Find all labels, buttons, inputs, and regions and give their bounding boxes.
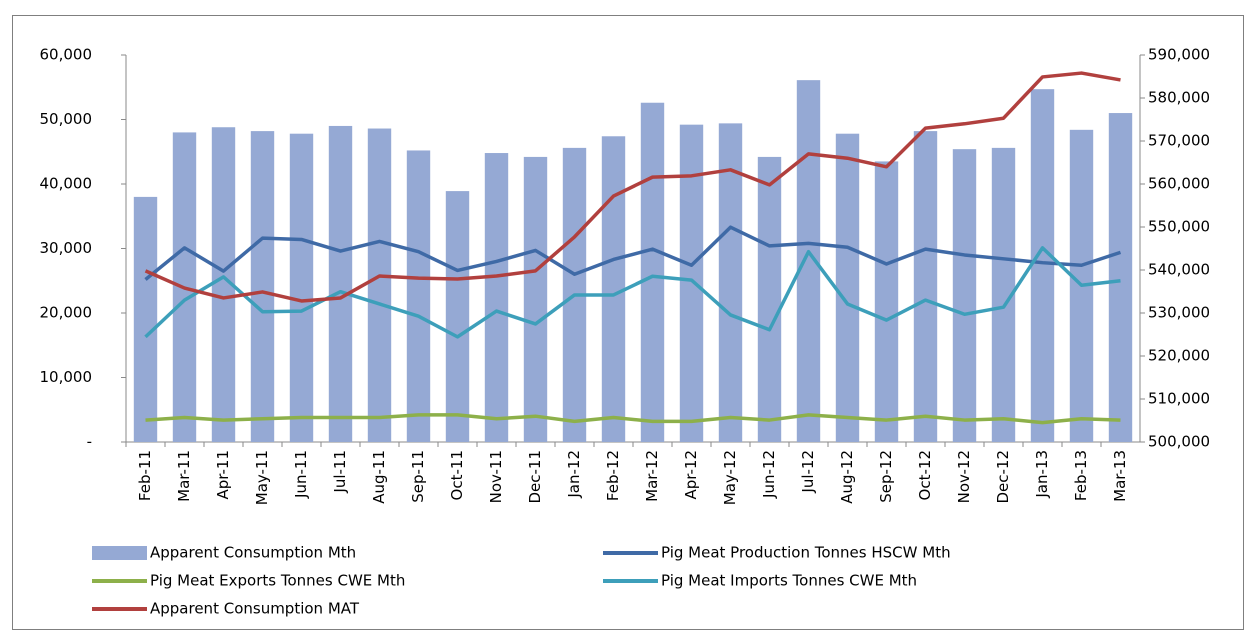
y-tick-label: 40,000 (40, 175, 93, 193)
x-tick-label: Oct-12 (916, 450, 934, 500)
y-tick-label: 30,000 (40, 239, 93, 257)
legend-label: Apparent Consumption Mth (150, 544, 356, 562)
series-line (145, 413, 1121, 425)
y-tick-label: 60,000 (40, 46, 93, 64)
bar (250, 131, 275, 443)
bar (835, 133, 860, 442)
y2-tick-label: 550,000 (1148, 218, 1210, 236)
y2-tick-label: 530,000 (1148, 304, 1210, 322)
y2-tick-label: 500,000 (1148, 433, 1210, 451)
x-tick-label: Sep-12 (877, 450, 895, 503)
x-tick-label: Mar-11 (175, 450, 193, 502)
x-tick-label: Oct-11 (448, 450, 466, 500)
x-tick-label: Jul-11 (331, 450, 349, 494)
y-tick-label: 10,000 (40, 368, 93, 386)
y2-tick-label: 580,000 (1148, 89, 1210, 107)
x-tick-label: Aug-11 (370, 450, 388, 504)
bar (328, 125, 353, 442)
x-tick-label: Mar-13 (1111, 450, 1129, 502)
x-tick-label: Jun-11 (292, 450, 310, 499)
chart-border (12, 15, 1244, 630)
x-tick-label: Jun-12 (760, 450, 778, 499)
x-tick-label: Nov-11 (487, 450, 505, 503)
x-tick-label: Nov-12 (955, 450, 973, 503)
x-tick-label: May-11 (253, 450, 271, 505)
x-tick-label: Feb-11 (136, 450, 154, 501)
legend-label: Pig Meat Exports Tonnes CWE Mth (150, 572, 405, 590)
x-tick-label: Jul-12 (799, 450, 817, 494)
bar (367, 128, 392, 442)
bar (757, 156, 782, 442)
bar (718, 123, 743, 443)
y2-tick-label: 520,000 (1148, 347, 1210, 365)
bar (874, 161, 899, 443)
y-tick-label: - (87, 433, 92, 451)
bar (445, 191, 470, 442)
bar (913, 131, 938, 443)
bar (796, 80, 821, 442)
bar (640, 102, 665, 442)
bar (289, 133, 314, 442)
x-tick-label: Feb-12 (604, 450, 622, 501)
bar (523, 156, 548, 442)
x-tick-label: Feb-13 (1072, 450, 1090, 501)
bar (1108, 113, 1133, 443)
bar (991, 147, 1016, 442)
legend-label: Pig Meat Imports Tonnes CWE Mth (661, 572, 917, 590)
series-line (144, 225, 1122, 281)
x-tick-label: Aug-12 (838, 450, 856, 504)
legend-swatch (92, 546, 147, 560)
legend-label: Pig Meat Production Tonnes HSCW Mth (661, 544, 951, 562)
bar (679, 124, 704, 442)
series-line (144, 71, 1121, 303)
bar (406, 150, 431, 442)
x-tick-label: Jan-13 (1033, 450, 1051, 499)
y2-tick-label: 590,000 (1148, 46, 1210, 64)
x-tick-label: Mar-12 (643, 450, 661, 502)
y2-tick-label: 560,000 (1148, 175, 1210, 193)
y-tick-label: 20,000 (40, 304, 93, 322)
bar (133, 196, 158, 442)
y2-tick-label: 540,000 (1148, 261, 1210, 279)
x-tick-label: Dec-11 (526, 450, 544, 504)
x-tick-label: Dec-12 (994, 450, 1012, 504)
bar (601, 136, 626, 442)
x-tick-label: Sep-11 (409, 450, 427, 503)
bar (1030, 89, 1055, 442)
x-tick-label: Jan-12 (565, 450, 583, 499)
series-line (144, 246, 1121, 339)
x-tick-label: Apr-12 (682, 450, 700, 500)
x-tick-label: Apr-11 (214, 450, 232, 500)
x-tick-label: May-12 (721, 450, 739, 505)
bar (484, 153, 509, 443)
bar (211, 127, 236, 443)
y2-tick-label: 570,000 (1148, 132, 1210, 150)
y2-tick-label: 510,000 (1148, 390, 1210, 408)
bar (952, 149, 977, 443)
y-tick-label: 50,000 (40, 110, 93, 128)
legend-label: Apparent Consumption MAT (150, 600, 360, 618)
